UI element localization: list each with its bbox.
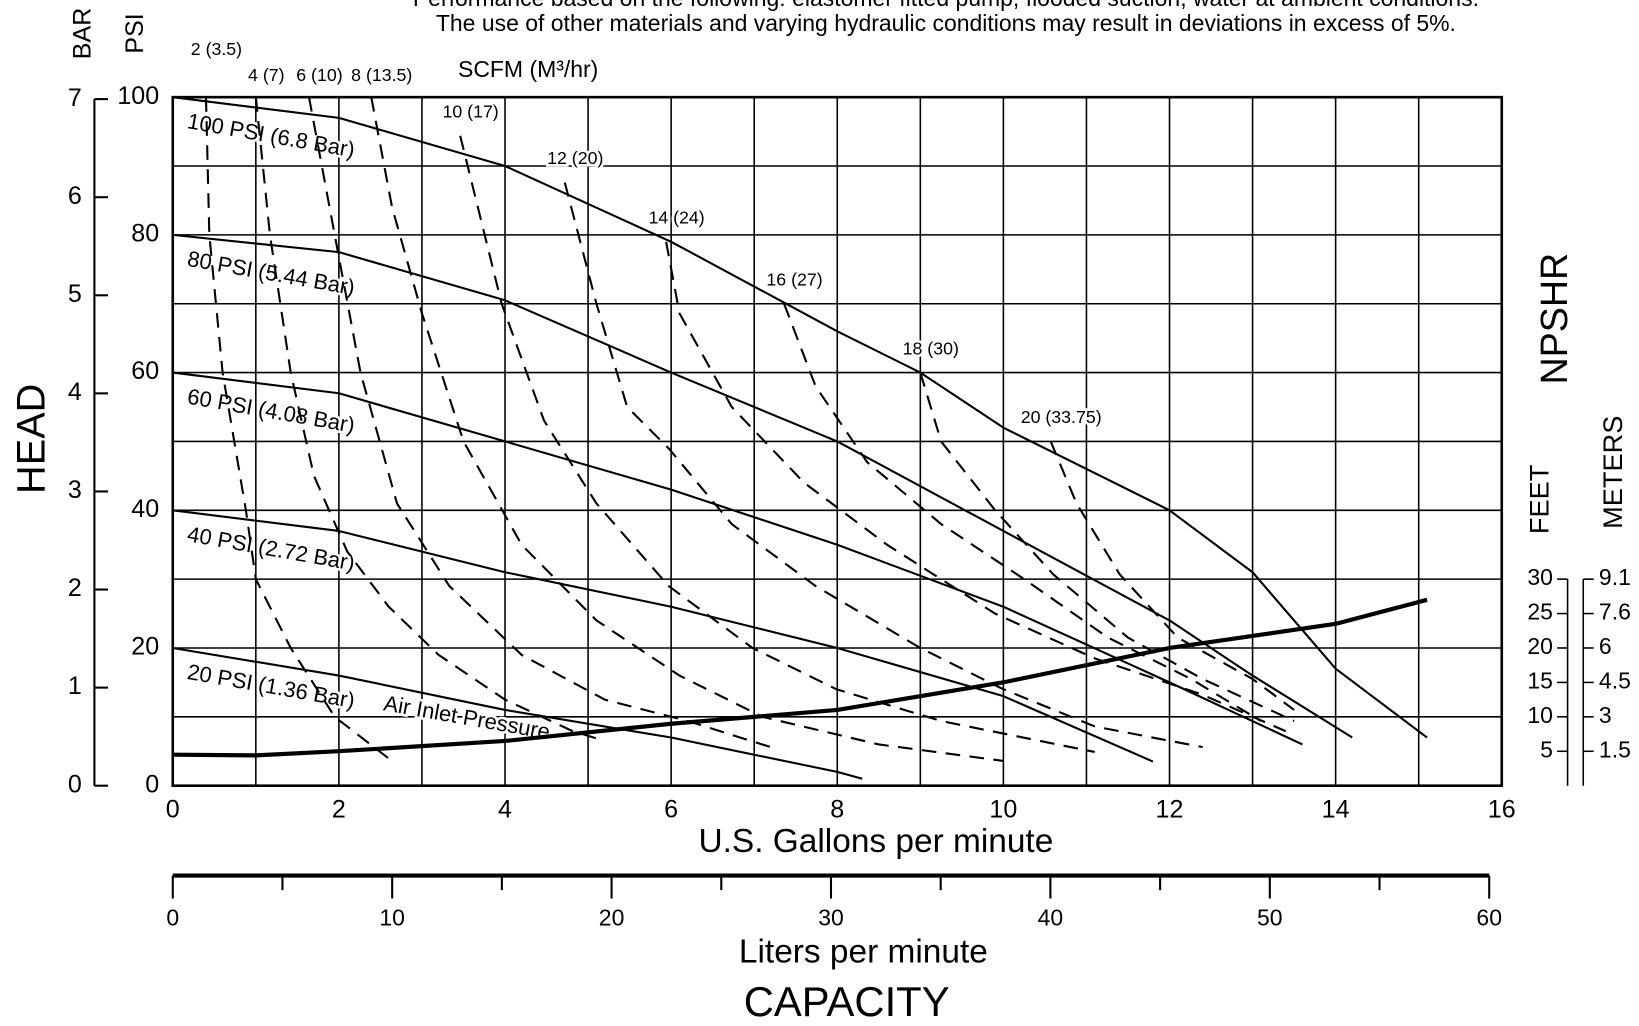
feet-tick-label: 10	[1527, 702, 1553, 728]
bar-tick-label: 7	[68, 84, 82, 112]
y-tick-label: 60	[131, 357, 159, 385]
x-tick-label: 14	[1322, 795, 1350, 823]
x-tick-label: 4	[498, 795, 512, 823]
y-tick-label: 40	[131, 495, 159, 523]
feet-tick-label: 20	[1527, 633, 1553, 659]
bar-tick-label: 6	[68, 182, 82, 210]
plot-frame	[171, 95, 1504, 788]
air-curve	[665, 241, 1287, 733]
meters-tick-label: 3	[1599, 702, 1612, 728]
air-curve	[1049, 441, 1295, 711]
x2-tick-label: 40	[1038, 905, 1064, 931]
bar-tick-label: 5	[68, 280, 82, 308]
air-curve-label: 2 (3.5)	[191, 39, 242, 59]
air-curve-label: 16 (27)	[766, 269, 822, 289]
meters-tick-label: 1.5	[1599, 736, 1631, 762]
bar-tick-label: 3	[68, 476, 82, 504]
capacity-title: CAPACITY	[744, 978, 950, 1025]
y-tick-label: 80	[131, 219, 159, 247]
pressure-curve	[172, 371, 1303, 746]
x-tick-label: 0	[166, 795, 180, 823]
pressure-curve	[172, 233, 1353, 739]
feet-tick-label: 5	[1540, 736, 1553, 762]
bar-tick-label: 2	[68, 574, 82, 602]
x2-tick-label: 50	[1257, 905, 1283, 931]
head-title: HEAD	[9, 384, 53, 494]
x-tick-label: 16	[1488, 795, 1516, 823]
feet-tick-label: 15	[1527, 667, 1553, 693]
feet-tick-label: 30	[1527, 564, 1553, 590]
meters-tick-label: 6	[1599, 633, 1612, 659]
x2-tick-label: 10	[379, 905, 405, 931]
x-tick-label: 12	[1156, 795, 1184, 823]
x-tick-label: 6	[664, 795, 678, 823]
x2-tick-label: 20	[599, 905, 625, 931]
x-axis-title: U.S. Gallons per minute	[699, 823, 1054, 860]
bar-tick-label: 0	[68, 770, 82, 798]
y-tick-label: 100	[117, 82, 159, 110]
air-curve-label: 14 (24)	[648, 207, 704, 227]
air-title: SCFM (M³/hr)	[458, 56, 598, 82]
psi-axis-title: PSI	[121, 13, 149, 53]
air-curve-label: 6 (10)	[296, 65, 342, 85]
feet-tick-label: 25	[1527, 599, 1553, 625]
air-curve	[254, 97, 605, 742]
air-curve	[783, 303, 1262, 722]
bar-tick-label: 1	[68, 672, 82, 700]
note: The use of other materials and varying h…	[436, 10, 1456, 36]
x-tick-label: 8	[830, 795, 844, 823]
air-curve	[307, 96, 772, 749]
meters-title: METERS	[1597, 416, 1628, 529]
air-curve	[204, 97, 396, 764]
air-curve	[563, 182, 1203, 749]
x-tick-label: 2	[332, 795, 346, 823]
npshr-title: NPSHR	[1533, 253, 1575, 385]
air-curve	[919, 372, 1295, 722]
x2-tick-label: 0	[166, 905, 179, 931]
note: Performance based on the following: elas…	[413, 0, 1479, 11]
air-curve-label: 4 (7)	[248, 65, 285, 85]
bar-axis-title: BAR	[69, 8, 97, 60]
meters-tick-label: 4.5	[1599, 667, 1631, 693]
x-tick-label: 10	[989, 795, 1017, 823]
x2-axis-title: Liters per minute	[739, 934, 988, 971]
meters-tick-label: 7.6	[1599, 599, 1631, 625]
air-curve	[459, 135, 1095, 753]
x2-tick-label: 30	[818, 905, 844, 931]
npshr-curve	[172, 597, 1428, 758]
air-curve-label: 10 (17)	[442, 101, 498, 121]
y-tick-label: 0	[145, 770, 159, 798]
air-curve-label: 8 (13.5)	[351, 65, 412, 85]
y-tick-label: 20	[131, 633, 159, 661]
air-curve-label: 20 (33.75)	[1021, 407, 1102, 427]
air-curve-label: 12 (20)	[547, 148, 603, 168]
bar-tick-label: 4	[68, 378, 82, 406]
pressure-curve	[172, 646, 863, 780]
feet-title: FEET	[1524, 465, 1555, 534]
x2-tick-label: 60	[1476, 905, 1502, 931]
air-curve-label: 18 (30)	[903, 338, 959, 358]
meters-tick-label: 9.1	[1599, 564, 1631, 590]
